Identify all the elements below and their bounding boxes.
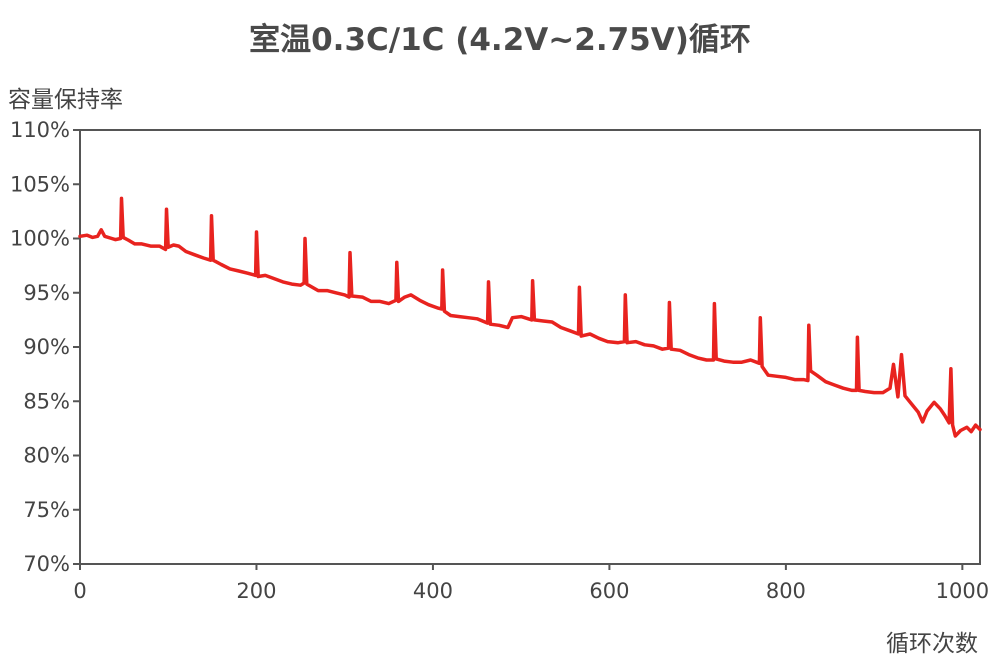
y-tick-label: 80%: [23, 444, 70, 468]
y-tick-label: 70%: [23, 552, 70, 576]
x-tick-label: 400: [413, 579, 453, 603]
x-axis-ticks: 0 200 400 600 800 1000: [73, 564, 989, 603]
y-tick-label: 105%: [10, 172, 70, 196]
y-tick-label: 100%: [10, 227, 70, 251]
x-tick-label: 800: [766, 579, 806, 603]
x-tick-label: 600: [589, 579, 629, 603]
x-tick-label: 0: [73, 579, 86, 603]
x-axis-label: 循环次数: [886, 631, 978, 657]
y-tick-label: 90%: [23, 335, 70, 359]
x-tick-label: 1000: [936, 579, 989, 603]
plot-frame: [79, 129, 981, 565]
y-tick-label: 75%: [23, 498, 70, 522]
y-tick-label: 85%: [23, 389, 70, 413]
y-axis-ticks: 70% 75% 80% 85% 90% 95% 100% 105% 110%: [10, 118, 80, 576]
series-group: [78, 196, 982, 438]
y-tick-label: 110%: [10, 118, 70, 142]
y-axis-label: 容量保持率: [8, 87, 123, 113]
series-line-0: [78, 196, 982, 438]
y-tick-label: 95%: [23, 281, 70, 305]
x-tick-label: 200: [236, 579, 276, 603]
chart-title: 室温0.3C/1C (4.2V~2.75V)循环: [249, 22, 751, 58]
